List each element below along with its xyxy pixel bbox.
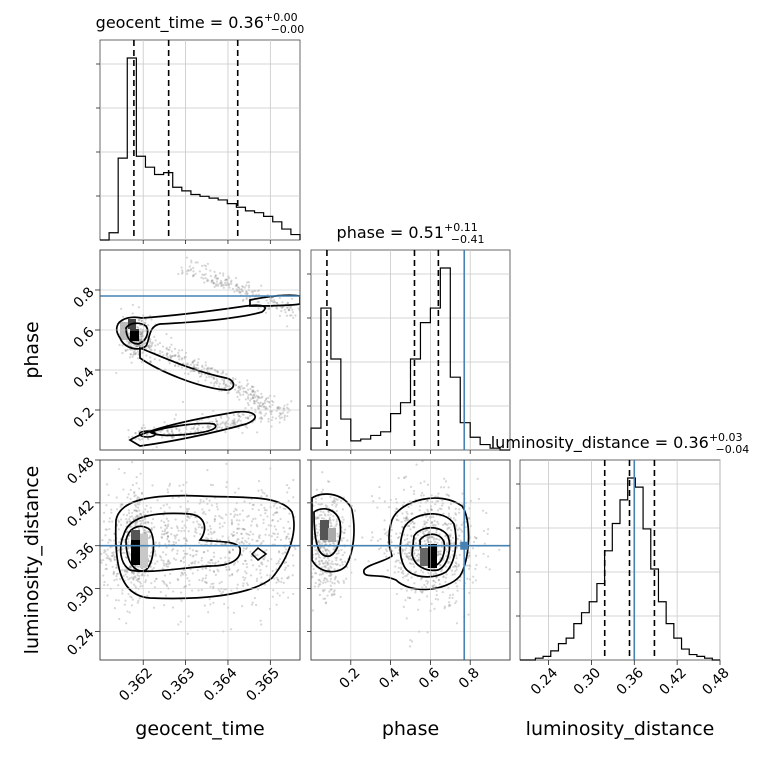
- xtick-phase-1: 0.4: [376, 665, 403, 692]
- title-luminosity_distance: luminosity_distance = 0.36+0.03 −0.04: [491, 431, 750, 456]
- ytick-phase-3: 0.8: [71, 284, 98, 311]
- ytick-phase-2: 0.6: [71, 324, 98, 351]
- xtick-luminosity_distance-4: 0.48: [699, 665, 732, 698]
- xtick-geocent_time-1: 0.363: [159, 665, 199, 705]
- xtick-luminosity_distance-0: 0.24: [528, 665, 561, 698]
- xlabel-geocent_time: geocent_time: [135, 718, 264, 740]
- ytick-phase-0: 0.2: [71, 404, 98, 431]
- panel-phase-vs-geocent_time: [99, 249, 301, 451]
- title-phase: phase = 0.51+0.11 −0.41: [337, 221, 485, 246]
- xtick-phase-2: 0.6: [416, 665, 443, 692]
- xtick-luminosity_distance-1: 0.30: [571, 665, 604, 698]
- ytick-luminosity_distance-1: 0.30: [64, 583, 97, 616]
- histogram-luminosity_distance: [520, 477, 720, 661]
- xtick-luminosity_distance-3: 0.42: [657, 665, 690, 698]
- ytick-luminosity_distance-4: 0.48: [64, 454, 97, 487]
- xtick-geocent_time-2: 0.364: [201, 665, 241, 705]
- title-geocent_time: geocent_time = 0.36+0.00 −0.00: [96, 11, 305, 36]
- hist-panel-phase: phase = 0.51+0.11 −0.41: [307, 221, 511, 451]
- ytick-luminosity_distance-3: 0.42: [64, 497, 97, 530]
- xtick-phase-0: 0.2: [336, 665, 363, 692]
- xtick-geocent_time-3: 0.365: [243, 665, 283, 705]
- ytick-luminosity_distance-0: 0.24: [64, 626, 97, 659]
- xlabel-luminosity_distance: luminosity_distance: [526, 718, 715, 740]
- ylabel-luminosity_distance: luminosity_distance: [21, 466, 43, 655]
- truth-marker-panel-luminosity_distance-vs-phase: [460, 541, 469, 550]
- xtick-phase-3: 0.8: [456, 665, 483, 692]
- ytick-phase-1: 0.4: [71, 364, 98, 391]
- panel-luminosity_distance-vs-phase: [310, 459, 511, 661]
- hist-panel-geocent_time: geocent_time = 0.36+0.00 −0.00: [96, 11, 305, 241]
- ylabel-phase: phase: [21, 321, 43, 378]
- xtick-luminosity_distance-2: 0.36: [614, 665, 647, 698]
- xlabel-phase: phase: [382, 718, 439, 740]
- xtick-geocent_time-0: 0.362: [116, 665, 156, 705]
- histogram-geocent_time: [100, 57, 301, 241]
- hist-panel-luminosity_distance: luminosity_distance = 0.36+0.03 −0.04: [491, 431, 750, 661]
- panel-luminosity_distance-vs-geocent_time: [99, 459, 301, 661]
- ytick-luminosity_distance-2: 0.36: [64, 540, 97, 573]
- histogram-phase: [310, 267, 510, 451]
